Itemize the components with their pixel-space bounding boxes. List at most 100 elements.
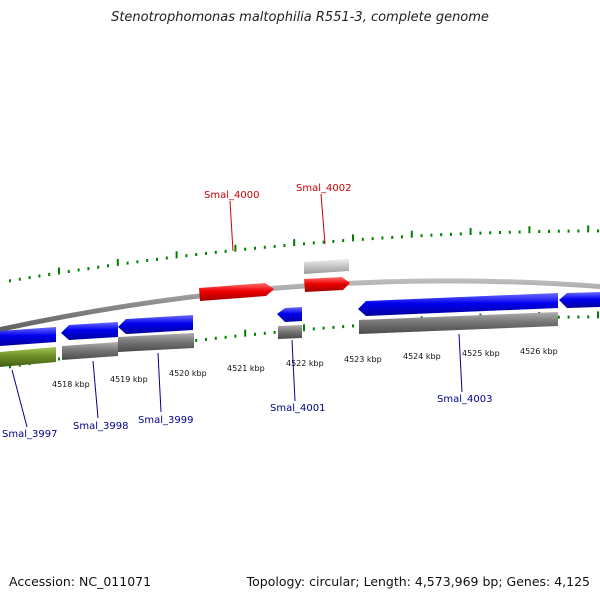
major-tick bbox=[116, 258, 119, 266]
minor-tick bbox=[567, 315, 570, 319]
minor-tick bbox=[244, 247, 247, 251]
axis-label-4525: 4525 kbp bbox=[462, 349, 500, 358]
minor-tick bbox=[577, 315, 580, 319]
minor-tick bbox=[312, 241, 315, 245]
minor-tick bbox=[322, 326, 325, 330]
minor-tick bbox=[185, 254, 188, 258]
cds-arrow-smal-4002[interactable] bbox=[304, 277, 350, 292]
outer-tick-ring bbox=[9, 225, 599, 283]
feature-bar-smal-3997[interactable] bbox=[0, 347, 56, 367]
minor-tick bbox=[557, 315, 560, 319]
gene-bar-smal-4003[interactable] bbox=[359, 312, 558, 334]
map-title: Stenotrophomonas maltophilia R551-3, com… bbox=[111, 10, 489, 25]
minor-tick bbox=[273, 244, 276, 248]
major-tick bbox=[597, 311, 599, 319]
minor-tick bbox=[9, 279, 11, 283]
minor-tick bbox=[58, 357, 60, 361]
minor-tick bbox=[430, 233, 433, 237]
gene-bar-smal-4001[interactable] bbox=[278, 325, 302, 339]
minor-tick bbox=[273, 330, 276, 334]
minor-tick bbox=[195, 253, 198, 256]
minor-tick bbox=[234, 334, 237, 338]
axis-labels: 4518 kbp 4519 kbp 4520 kbp 4521 kbp 4522… bbox=[52, 347, 558, 389]
major-tick bbox=[587, 225, 590, 233]
gene-label-smal-3997: Smal_3997 bbox=[2, 429, 57, 440]
minor-tick bbox=[224, 335, 227, 339]
gene-bar-smal-4002[interactable] bbox=[304, 259, 349, 274]
minor-tick bbox=[420, 234, 423, 238]
minor-tick bbox=[381, 236, 384, 240]
minor-tick bbox=[18, 277, 21, 281]
minor-tick bbox=[156, 257, 158, 261]
minor-tick bbox=[391, 235, 394, 239]
genome-backbone bbox=[0, 278, 600, 332]
minor-tick bbox=[332, 239, 335, 243]
gene-bar-smal-3998[interactable] bbox=[62, 342, 118, 360]
minor-tick bbox=[263, 245, 266, 249]
leader-smal-4003 bbox=[458, 333, 463, 393]
minor-tick bbox=[136, 260, 139, 264]
major-tick bbox=[469, 228, 472, 235]
major-tick bbox=[175, 251, 178, 259]
cds-arrow-smal-4000[interactable] bbox=[199, 283, 274, 301]
axis-label-4523: 4523 kbp bbox=[344, 355, 382, 364]
gene-labels: Smal_3997 Smal_3998 Smal_3999 Smal_4000 … bbox=[2, 183, 492, 440]
minor-tick bbox=[97, 265, 100, 269]
gene-label-smal-4000: Smal_4000 bbox=[204, 190, 259, 201]
cds-arrow-smal-3999[interactable] bbox=[118, 315, 193, 334]
cds-arrow-smal-3997[interactable] bbox=[0, 327, 56, 346]
minor-tick bbox=[567, 229, 570, 233]
minor-tick bbox=[597, 229, 599, 233]
axis-label-4522: 4522 kbp bbox=[286, 359, 324, 368]
minor-tick bbox=[205, 251, 207, 255]
gene-label-smal-4002: Smal_4002 bbox=[296, 183, 351, 194]
minor-tick bbox=[587, 315, 590, 319]
minor-tick bbox=[224, 249, 227, 253]
minor-tick bbox=[254, 332, 256, 336]
gene-label-smal-3999: Smal_3999 bbox=[138, 415, 193, 426]
major-tick bbox=[58, 267, 60, 275]
minor-tick bbox=[479, 231, 482, 235]
minor-tick bbox=[38, 274, 41, 278]
label-leaders bbox=[11, 193, 463, 428]
gene-label-smal-4001: Smal_4001 bbox=[270, 403, 325, 414]
genome-summary-text: Topology: circular; Length: 4,573,969 bp… bbox=[246, 574, 590, 589]
minor-tick bbox=[165, 256, 168, 260]
minor-tick bbox=[322, 240, 325, 244]
gene-label-smal-4003: Smal_4003 bbox=[437, 394, 492, 405]
minor-tick bbox=[548, 229, 550, 233]
minor-tick bbox=[28, 276, 31, 280]
minor-tick bbox=[283, 244, 286, 247]
minor-tick bbox=[107, 264, 109, 268]
major-tick bbox=[410, 230, 413, 238]
minor-tick bbox=[214, 250, 217, 254]
leader-smal-3999 bbox=[157, 352, 162, 413]
minor-tick bbox=[352, 324, 354, 328]
minor-tick bbox=[48, 273, 51, 276]
major-tick bbox=[234, 244, 237, 252]
major-tick bbox=[303, 324, 305, 332]
minor-tick bbox=[254, 246, 256, 250]
leader-smal-4002 bbox=[320, 193, 326, 245]
gene-bar-smal-3999[interactable] bbox=[118, 333, 194, 352]
cds-arrow-smal-3998[interactable] bbox=[61, 322, 118, 340]
minor-tick bbox=[557, 229, 560, 233]
major-tick bbox=[528, 226, 531, 234]
major-tick bbox=[244, 329, 247, 337]
cds-arrow-next[interactable] bbox=[559, 292, 600, 308]
cds-arrow-smal-4003[interactable] bbox=[358, 293, 558, 316]
axis-label-4521: 4521 kbp bbox=[227, 364, 265, 373]
minor-tick bbox=[440, 233, 443, 237]
leader-smal-4000 bbox=[229, 200, 234, 252]
minor-tick bbox=[303, 242, 305, 246]
cds-arrow-smal-4001[interactable] bbox=[277, 307, 302, 322]
leader-smal-3997 bbox=[11, 369, 28, 428]
axis-label-4526: 4526 kbp bbox=[520, 347, 558, 356]
minor-tick bbox=[538, 230, 541, 233]
axis-label-4519: 4519 kbp bbox=[110, 375, 148, 384]
major-tick bbox=[352, 234, 354, 242]
axis-label-4524: 4524 kbp bbox=[403, 352, 441, 361]
leader-smal-4001 bbox=[291, 339, 296, 402]
